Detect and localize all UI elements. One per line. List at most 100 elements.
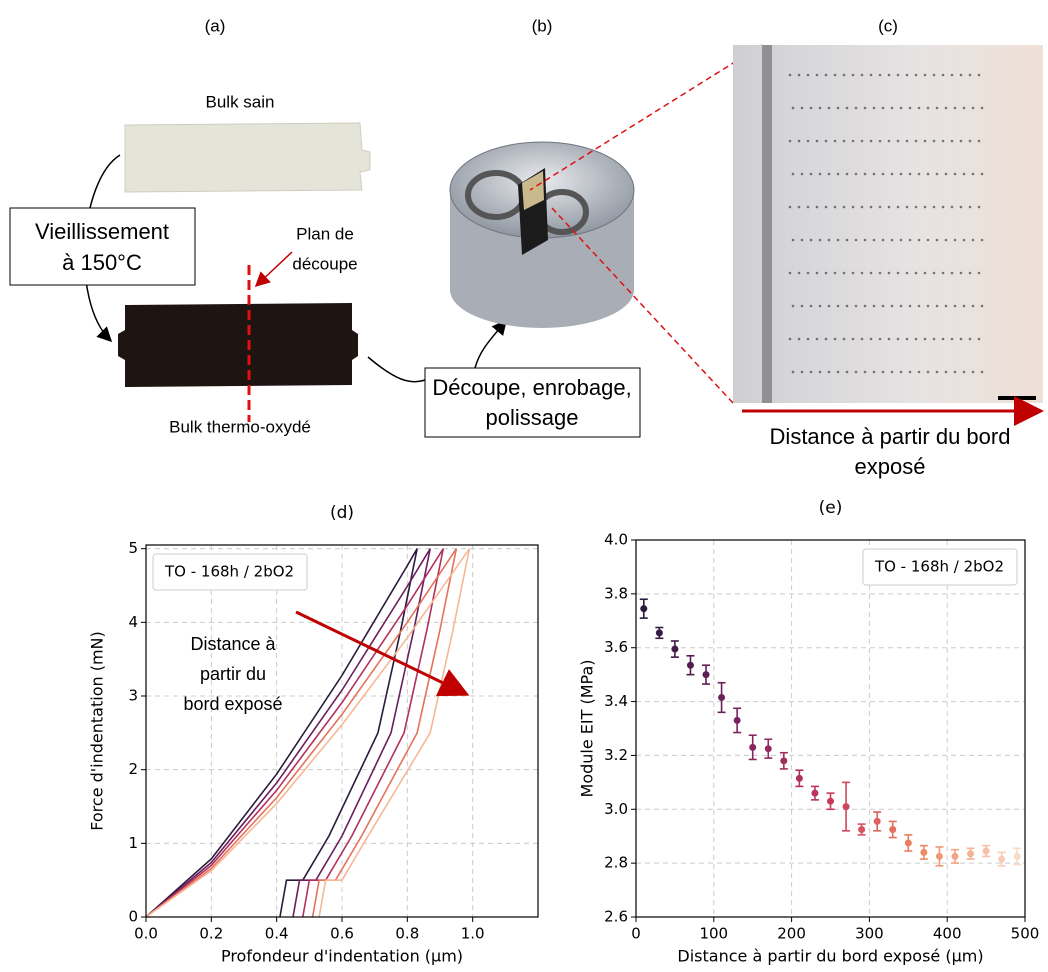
indent-dot	[887, 139, 891, 143]
indent-dot	[899, 238, 903, 242]
indent-dot	[833, 205, 837, 209]
indent-dot	[962, 304, 966, 308]
indent-dot	[968, 337, 972, 341]
indent-dot	[863, 172, 867, 176]
indent-dot	[971, 172, 975, 176]
oxidized-sample	[118, 303, 358, 387]
indent-dot	[971, 304, 975, 308]
indent-dot	[824, 271, 828, 275]
x-tick-label: 300	[855, 925, 884, 943]
arrow	[254, 251, 293, 288]
indent-dot	[968, 271, 972, 275]
indent-dot	[833, 139, 837, 143]
indent-dot	[914, 139, 918, 143]
point	[951, 852, 959, 860]
indent-dot	[809, 172, 813, 176]
x-tick-label: 0.4	[265, 925, 289, 943]
indent-dot	[869, 139, 873, 143]
chart-title: (d)	[330, 503, 354, 523]
point	[671, 645, 679, 653]
indent-dot	[944, 106, 948, 110]
indent-dot	[818, 304, 822, 308]
indent-dot	[815, 337, 819, 341]
indent-dot	[815, 205, 819, 209]
indent-dot	[815, 73, 819, 77]
panel-label: (c)	[878, 16, 898, 35]
point	[811, 789, 819, 797]
indent-dot	[944, 238, 948, 242]
point	[904, 839, 912, 847]
y-tick-label: 3.6	[604, 638, 628, 656]
indent-dot	[836, 304, 840, 308]
indent-dot	[905, 139, 909, 143]
indent-dot	[887, 271, 891, 275]
indent-dot	[896, 271, 900, 275]
indent-dot	[869, 73, 873, 77]
trend-arrow	[295, 610, 470, 697]
indent-dot	[878, 271, 882, 275]
indent-dot	[944, 370, 948, 374]
point	[998, 855, 1006, 863]
indent-dot	[950, 271, 954, 275]
y-tick-label: 0	[128, 908, 138, 926]
annotation-box	[862, 548, 1018, 586]
indent-dot	[788, 337, 792, 341]
indent-dot	[977, 271, 981, 275]
point	[640, 605, 648, 613]
indent-dot	[842, 205, 846, 209]
indent-dot	[860, 271, 864, 275]
y-tick-label: 2.8	[604, 854, 628, 872]
indent-dot	[914, 205, 918, 209]
mounted-sample-photo	[449, 141, 635, 328]
indent-dot	[860, 73, 864, 77]
indent-dot	[872, 172, 876, 176]
indent-dot	[944, 172, 948, 176]
indent-dot	[926, 238, 930, 242]
point	[858, 825, 866, 833]
cut-label: Plan de	[296, 224, 354, 243]
indent-dot	[908, 106, 912, 110]
indent-dot	[890, 106, 894, 110]
indent-dot	[935, 238, 939, 242]
indent-dot	[953, 106, 957, 110]
indent-dot	[908, 172, 912, 176]
indent-dot	[980, 172, 984, 176]
oxidized-label: Bulk thermo-oxydé	[169, 417, 311, 436]
indent-dot	[953, 370, 957, 374]
indent-dot	[854, 106, 858, 110]
indent-dot	[905, 337, 909, 341]
indent-dot	[863, 106, 867, 110]
indent-dot	[941, 271, 945, 275]
arrow	[474, 319, 507, 369]
indent-dot	[917, 304, 921, 308]
y-tick-label: 2.6	[604, 908, 628, 926]
indent-dot	[908, 304, 912, 308]
indent-dot	[791, 172, 795, 176]
indent-dot	[824, 337, 828, 341]
indent-dot	[788, 73, 792, 77]
indent-dot	[881, 172, 885, 176]
indent-dot	[890, 172, 894, 176]
indent-dot	[806, 337, 810, 341]
indent-dot	[881, 304, 885, 308]
indent-dot	[872, 370, 876, 374]
indent-dot	[935, 304, 939, 308]
indent-dot	[890, 304, 894, 308]
indent-dot	[932, 271, 936, 275]
indent-dot	[827, 172, 831, 176]
indent-dot	[824, 139, 828, 143]
process-text: polissage	[486, 405, 579, 430]
indent-dot	[881, 106, 885, 110]
indent-dot	[980, 238, 984, 242]
point	[889, 825, 897, 833]
indent-dot	[890, 370, 894, 374]
y-tick-label: 3.8	[604, 584, 628, 602]
x-tick-label: 0.2	[199, 925, 223, 943]
indent-dot	[851, 337, 855, 341]
indent-dot	[818, 238, 822, 242]
indent-dot	[878, 139, 882, 143]
indent-dot	[788, 271, 792, 275]
indent-dot	[845, 370, 849, 374]
indent-dot	[809, 370, 813, 374]
indent-dot	[932, 205, 936, 209]
